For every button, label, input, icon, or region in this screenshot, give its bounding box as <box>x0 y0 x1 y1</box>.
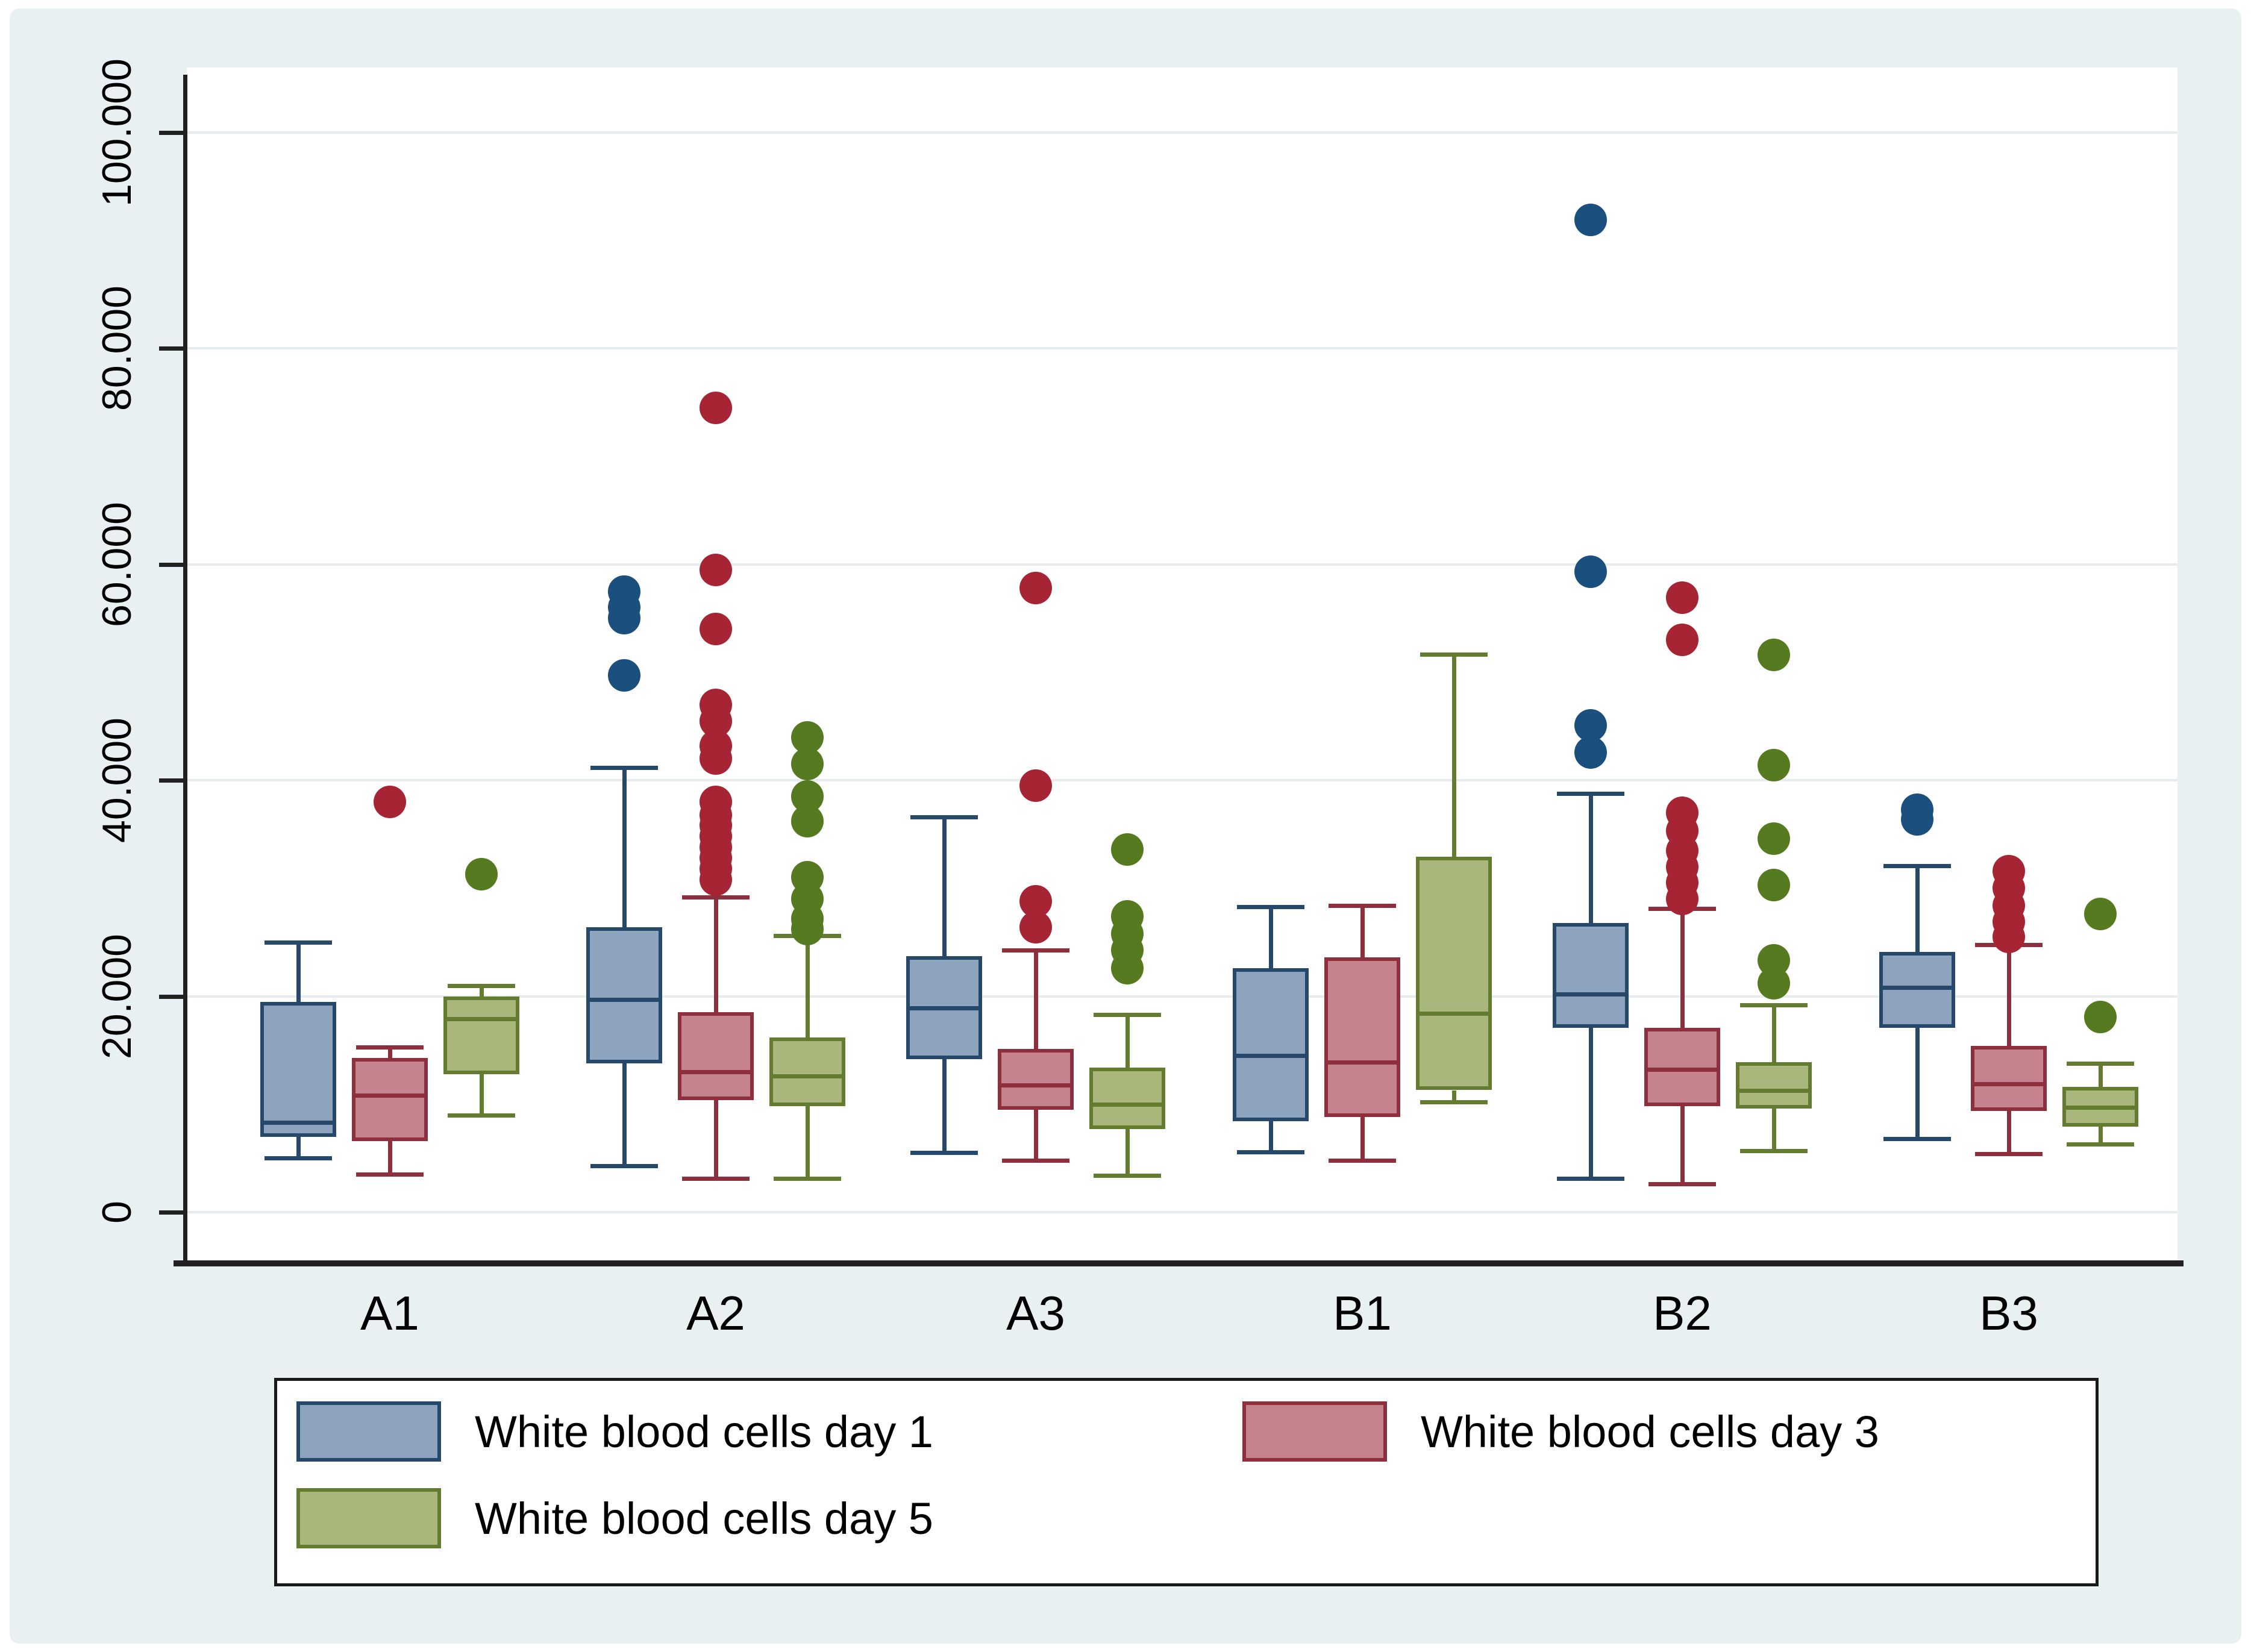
legend: White blood cells day 1 White blood cell… <box>274 1378 2099 1586</box>
x-axis-line <box>174 1260 2184 1266</box>
legend-item-day3: White blood cells day 3 <box>1242 1401 1879 1462</box>
legend-swatch-day1 <box>296 1401 441 1462</box>
legend-swatch-day5 <box>296 1488 441 1548</box>
legend-item-day1: White blood cells day 1 <box>296 1401 933 1462</box>
legend-label-day3: White blood cells day 3 <box>1421 1406 1879 1457</box>
legend-label-day1: White blood cells day 1 <box>475 1406 933 1457</box>
legend-swatch-day3 <box>1242 1401 1387 1462</box>
plot-area <box>187 67 2177 1262</box>
legend-label-day5: White blood cells day 5 <box>475 1493 933 1544</box>
y-axis-line <box>183 75 187 1264</box>
legend-item-day5: White blood cells day 5 <box>296 1488 933 1548</box>
